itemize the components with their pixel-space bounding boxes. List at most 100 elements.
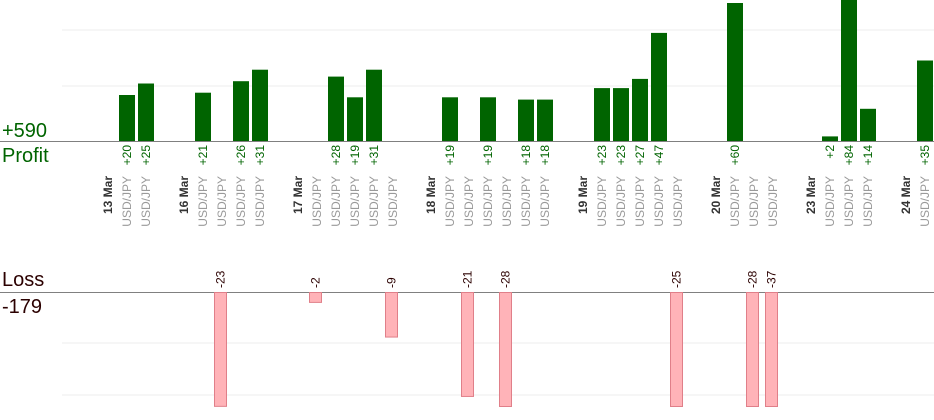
profit-bar: [841, 0, 857, 141]
profit-bar: [195, 92, 211, 141]
profit-value-label: +60: [728, 145, 742, 166]
pair-label: USD/JPY: [139, 176, 153, 227]
profit-bar: [233, 81, 249, 141]
profit-bar: [442, 97, 458, 141]
pair-label: USD/JPY: [234, 176, 248, 227]
pair-label: USD/JPY: [500, 176, 514, 227]
pair-label: USD/JPY: [348, 176, 362, 227]
loss-label: Loss: [2, 269, 45, 291]
pair-label: USD/JPY: [310, 176, 324, 227]
profit-bar: [822, 136, 838, 141]
profit-bar: [252, 69, 268, 141]
pair-label: USD/JPY: [652, 176, 666, 227]
profit-value-label: +19: [348, 145, 362, 166]
profit-value-label: +18: [538, 145, 552, 166]
pair-label: USD/JPY: [253, 176, 267, 227]
pair-label: USD/JPY: [481, 176, 495, 227]
date-label: 20 Mar: [709, 176, 723, 214]
pair-label: USD/JPY: [842, 176, 856, 227]
profit-value-label: +20: [120, 145, 134, 166]
profit-bar: [917, 60, 933, 141]
profit-value-label: +2: [823, 145, 837, 159]
pair-label: USD/JPY: [747, 176, 761, 227]
pair-label: USD/JPY: [728, 176, 742, 227]
profit-value-label: +21: [196, 145, 210, 166]
loss-value-label: -25: [670, 270, 684, 288]
date-label: 24 Mar: [899, 176, 913, 214]
profit-bar: [138, 83, 154, 141]
loss-value-label: -21: [461, 270, 475, 288]
pair-label: USD/JPY: [120, 176, 134, 227]
profit-value-label: +23: [595, 145, 609, 166]
pair-label: USD/JPY: [671, 176, 685, 227]
date-label: 17 Mar: [291, 176, 305, 214]
loss-bar: [670, 292, 683, 407]
profit-value-label: +25: [139, 145, 153, 166]
pair-label: USD/JPY: [538, 176, 552, 227]
pair-label: USD/JPY: [861, 176, 875, 227]
profit-bar: [632, 78, 648, 141]
pair-label: USD/JPY: [386, 176, 400, 227]
profit-bar: [594, 88, 610, 141]
pair-label: USD/JPY: [614, 176, 628, 227]
pair-label: USD/JPY: [443, 176, 457, 227]
profit-bar: [537, 99, 553, 141]
profit-label: Profit: [2, 145, 49, 167]
profit-value-label: +18: [519, 145, 533, 166]
pair-label: USD/JPY: [462, 176, 476, 227]
profit-value-label: +19: [443, 145, 457, 166]
profit-bar: [328, 76, 344, 141]
pair-label: USD/JPY: [918, 176, 932, 227]
loss-value-label: -2: [309, 277, 323, 288]
loss-bar: [746, 292, 759, 407]
date-label: 13 Mar: [101, 176, 115, 214]
profit-bar: [613, 88, 629, 141]
profit-value-label: +31: [253, 145, 267, 166]
loss-value-label: -37: [765, 270, 779, 288]
pair-label: USD/JPY: [519, 176, 533, 227]
profit-value-label: +31: [367, 145, 381, 166]
profit-bar: [366, 69, 382, 141]
date-label: 18 Mar: [424, 176, 438, 214]
date-label: 23 Mar: [804, 176, 818, 214]
profit-bar: [727, 3, 743, 141]
loss-bar: [499, 292, 512, 407]
profit-value-label: +14: [861, 145, 875, 166]
loss-bar: [214, 292, 227, 407]
profit-bar: [347, 97, 363, 141]
profit-bar: [518, 99, 534, 141]
pair-label: USD/JPY: [595, 176, 609, 227]
pair-label: USD/JPY: [633, 176, 647, 227]
pair-label: USD/JPY: [823, 176, 837, 227]
loss-bar: [385, 292, 398, 338]
profit-value-label: +28: [329, 145, 343, 166]
profit-bar: [860, 108, 876, 141]
pair-label: USD/JPY: [766, 176, 780, 227]
profit-value-label: +26: [234, 145, 248, 166]
profit-total: +590: [2, 120, 48, 142]
pair-label: USD/JPY: [367, 176, 381, 227]
pair-label: USD/JPY: [215, 176, 229, 227]
loss-bar: [461, 292, 474, 397]
profit-value-label: +23: [614, 145, 628, 166]
loss-value-label: -28: [746, 270, 760, 288]
loss-value-label: -23: [214, 270, 228, 288]
date-label: 19 Mar: [576, 176, 590, 214]
pair-label: USD/JPY: [196, 176, 210, 227]
loss-value-label: -28: [499, 270, 513, 288]
profit-value-label: +35: [918, 145, 932, 166]
profit-bar: [480, 97, 496, 141]
profit-bar: [119, 95, 135, 141]
pair-label: USD/JPY: [329, 176, 343, 227]
profit-bar: [651, 32, 667, 141]
loss-value-label: -9: [385, 277, 399, 288]
loss-total: -179: [2, 296, 43, 318]
loss-bar: [765, 292, 778, 407]
date-label: 16 Mar: [177, 176, 191, 214]
profit-value-label: +27: [633, 145, 647, 166]
profit-value-label: +19: [481, 145, 495, 166]
profit-value-label: +47: [652, 145, 666, 166]
profit-value-label: +84: [842, 145, 856, 166]
loss-bar: [309, 292, 322, 303]
